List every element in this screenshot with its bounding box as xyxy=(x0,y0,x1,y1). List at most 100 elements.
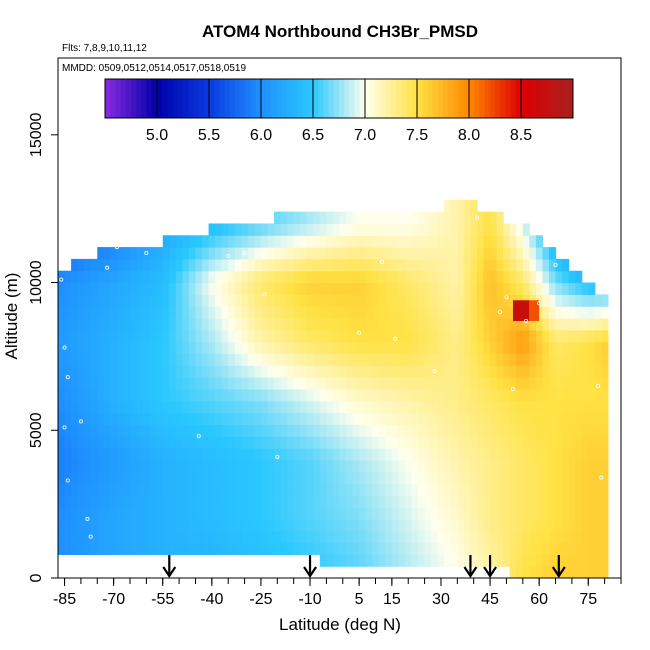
heatmap-cell xyxy=(260,495,269,508)
heatmap-cell xyxy=(188,424,197,437)
heatmap-cell xyxy=(496,436,504,449)
heatmap-cell xyxy=(228,542,236,555)
heatmap-cell xyxy=(398,436,406,449)
heatmap-cell xyxy=(431,329,439,343)
heatmap-cell xyxy=(522,258,530,272)
heatmap-cell xyxy=(143,258,151,272)
heatmap-cell xyxy=(103,365,111,378)
heatmap-cell xyxy=(463,495,472,508)
heatmap-cell xyxy=(241,542,249,555)
heatmap-cell xyxy=(123,294,131,307)
heatmap-cell xyxy=(588,412,596,425)
heatmap-cell xyxy=(313,530,321,544)
heatmap-cell xyxy=(424,270,432,284)
heatmap-cell xyxy=(372,353,380,366)
heatmap-cell xyxy=(228,341,236,355)
heatmap-cell xyxy=(522,530,530,544)
heatmap-cell xyxy=(444,448,452,461)
heatmap-cell xyxy=(516,282,524,295)
colorbar-frame xyxy=(104,78,574,119)
heatmap-cell xyxy=(463,211,472,225)
heatmap-cell xyxy=(490,530,498,544)
heatmap-cell xyxy=(404,377,413,390)
heatmap-cell xyxy=(116,270,125,284)
colorbar-segment xyxy=(188,79,194,118)
heatmap-cell xyxy=(97,258,105,272)
heatmap-cell xyxy=(319,341,328,355)
heatmap-cell xyxy=(300,507,308,520)
heatmap-cell xyxy=(431,542,439,555)
heatmap-cell xyxy=(594,554,602,567)
heatmap-cell xyxy=(110,471,118,485)
heatmap-cell xyxy=(143,365,151,378)
heatmap-cell xyxy=(581,424,589,437)
heatmap-cell xyxy=(188,294,197,307)
heatmap-cell xyxy=(391,329,400,343)
heatmap-cell xyxy=(202,448,210,461)
heatmap-cell xyxy=(260,318,269,331)
heatmap-cell xyxy=(516,388,524,402)
heatmap-cell xyxy=(162,341,170,355)
heatmap-cell xyxy=(431,530,439,544)
heatmap-cell xyxy=(195,294,203,307)
heatmap-cell xyxy=(260,471,269,485)
heatmap-cell xyxy=(90,353,98,366)
plot-frame xyxy=(57,57,622,579)
heatmap-cell xyxy=(195,235,203,248)
heatmap-cell xyxy=(280,247,288,260)
heatmap-cell xyxy=(287,518,295,532)
heatmap-cell xyxy=(548,448,557,461)
heatmap-cell xyxy=(228,282,236,295)
heatmap-cell xyxy=(64,282,72,295)
heatmap-cell xyxy=(372,483,380,496)
heatmap-cell xyxy=(58,530,66,544)
heatmap-cell xyxy=(418,518,426,532)
heatmap-cell xyxy=(169,270,177,284)
heatmap-cell xyxy=(398,554,406,567)
heatmap-cell xyxy=(437,436,445,449)
heatmap-cell xyxy=(424,211,432,225)
heatmap-cell xyxy=(385,542,393,555)
heatmap-cell xyxy=(97,400,105,414)
heatmap-cell xyxy=(71,282,79,295)
heatmap-cell xyxy=(208,530,216,544)
heatmap-cell xyxy=(300,282,308,295)
heatmap-cell xyxy=(457,554,465,567)
heatmap-cell xyxy=(130,542,138,555)
heatmap-cell xyxy=(319,270,328,284)
heatmap-cell xyxy=(516,436,524,449)
heatmap-cell xyxy=(71,507,79,520)
heatmap-cell xyxy=(450,235,458,248)
heatmap-cell xyxy=(516,341,524,355)
heatmap-cell xyxy=(562,282,570,295)
heatmap-cell xyxy=(182,507,190,520)
heatmap-cell xyxy=(457,258,465,272)
heatmap-cell xyxy=(529,448,537,461)
heatmap-cell xyxy=(450,282,458,295)
heatmap-cell xyxy=(431,448,439,461)
heatmap-cell xyxy=(359,341,367,355)
heatmap-cell xyxy=(274,495,282,508)
heatmap-cell xyxy=(319,483,328,496)
heatmap-cell xyxy=(274,223,282,236)
heatmap-cell xyxy=(391,542,400,555)
heatmap-cell xyxy=(411,436,419,449)
heatmap-cell xyxy=(496,424,504,437)
heatmap-cell xyxy=(84,388,92,402)
heatmap-cell xyxy=(594,566,602,578)
heatmap-cell xyxy=(169,436,177,449)
heatmap-cell xyxy=(352,388,360,402)
heatmap-cell xyxy=(300,318,308,331)
heatmap-cell xyxy=(352,353,360,366)
heatmap-cell xyxy=(535,235,544,248)
colorbar-segment xyxy=(406,79,413,118)
heatmap-cell xyxy=(568,530,576,544)
colorbar-segment xyxy=(427,79,434,118)
colorbar-segment xyxy=(235,79,241,118)
heatmap-cell xyxy=(274,448,282,461)
heatmap-cell xyxy=(215,471,223,485)
heatmap-cell xyxy=(437,223,445,236)
heatmap-cell xyxy=(71,318,79,331)
heatmap-cell xyxy=(352,318,360,331)
sample-point xyxy=(537,301,542,306)
